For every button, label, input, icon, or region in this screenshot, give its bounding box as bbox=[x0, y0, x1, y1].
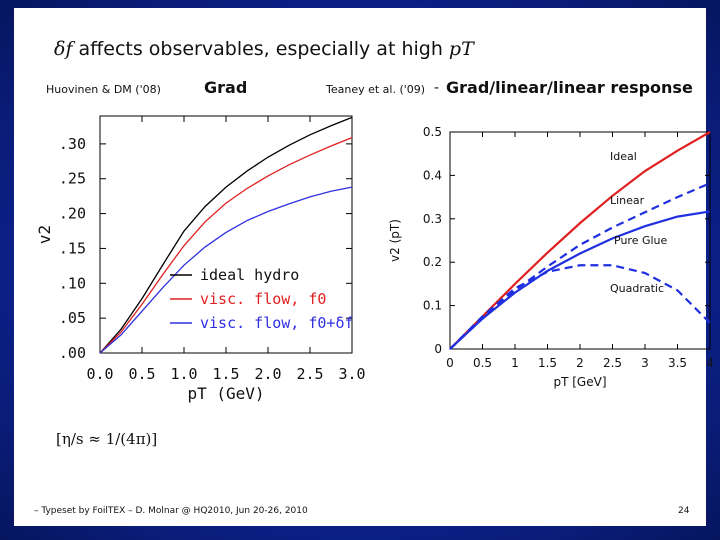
right-plot-frame bbox=[449, 131, 711, 350]
slide: δf affects observables, especially at hi… bbox=[14, 8, 714, 526]
right-x-tick-label: 1 bbox=[511, 356, 519, 370]
right-series-line-3 bbox=[449, 264, 711, 350]
left-x-tick-label: 2.0 bbox=[254, 365, 281, 383]
page-number: 24 bbox=[678, 506, 690, 516]
left-y-tick-label: .30 bbox=[59, 135, 86, 153]
right-x-tick-label: 0 bbox=[446, 356, 454, 370]
left-series-line-2 bbox=[99, 186, 353, 354]
right-x-tick-label: 0.5 bbox=[473, 356, 492, 370]
right-series-label-3: Quadratic bbox=[610, 282, 664, 295]
right-y-tick-label: 0.1 bbox=[423, 299, 442, 313]
right-source: Teaney et al. ('09) bbox=[326, 83, 426, 96]
right-x-tick-label: 2 bbox=[576, 356, 584, 370]
left-y-axis-label: v2 bbox=[35, 225, 54, 244]
right-x-axis-label: pT [GeV] bbox=[553, 375, 606, 389]
left-method: Grad bbox=[204, 78, 248, 97]
left-x-tick-label: 3.0 bbox=[338, 365, 365, 383]
right-y-tick-label: 0.4 bbox=[423, 168, 442, 182]
title-pt: pT bbox=[448, 38, 474, 60]
left-legend-label-1: visc. flow, f0 bbox=[200, 290, 326, 308]
left-chart: 0.0 0.5 1.0 1.5 2.0 2.5 3.0 .00 .05 .10 .15 .20 .25.… bbox=[35, 115, 366, 403]
left-legend-label-0: ideal hydro bbox=[200, 266, 299, 284]
left-y-tick-label: .25 bbox=[59, 170, 86, 188]
left-y-tick-label: .10 bbox=[59, 274, 86, 292]
right-x-tick-label: 4 bbox=[706, 356, 714, 370]
left-x-tick-label: 0.0 bbox=[86, 365, 113, 383]
right-series-label-1: Linear bbox=[610, 194, 645, 207]
footer: – Typeset by FoilTEX – D. Molnar @ HQ201… bbox=[34, 506, 308, 516]
title-text: affects observables, especially at high bbox=[72, 38, 449, 60]
right-y-tick-label: 0.3 bbox=[423, 212, 442, 226]
left-x-tick-label: 2.5 bbox=[296, 365, 323, 383]
right-chart: 0 0.5 1 1.5 2 2.5 3 3.5 4 0 0.1 0.2 0.3 0.4 0.5 pT [GeV… bbox=[388, 125, 714, 389]
title-delta-f: δf bbox=[54, 38, 73, 60]
left-source: Huovinen & DM ('08) bbox=[46, 83, 161, 96]
right-y-tick-label: 0.2 bbox=[423, 255, 442, 269]
left-series-line-0 bbox=[99, 116, 353, 354]
left-y-tick-label: .00 bbox=[59, 344, 86, 362]
left-y-tick-label: .15 bbox=[59, 239, 86, 257]
right-series-label-2: Pure Glue bbox=[614, 234, 668, 247]
right-x-tick-label: 3.5 bbox=[668, 356, 687, 370]
right-x-tick-label: 2.5 bbox=[603, 356, 622, 370]
left-y-tick-label: .05 bbox=[59, 309, 86, 327]
right-method: Grad/linear/linear response bbox=[446, 78, 693, 97]
left-series-line-1 bbox=[99, 137, 353, 354]
left-x-tick-label: 1.5 bbox=[212, 365, 239, 383]
left-x-axis-label: pT (GeV) bbox=[187, 384, 264, 403]
right-y-tick-label: 0 bbox=[434, 342, 442, 356]
right-series-line-0 bbox=[449, 131, 711, 350]
left-legend-label-2: visc. flow, f0+δf bbox=[200, 314, 354, 332]
slide-title: δf affects observables, especially at hi… bbox=[54, 38, 474, 60]
left-y-tick-label: .20 bbox=[59, 205, 86, 223]
right-series-label-0: Ideal bbox=[610, 150, 637, 163]
left-x-tick-label: 1.0 bbox=[170, 365, 197, 383]
left-x-tick-label: 0.5 bbox=[128, 365, 155, 383]
right-separator: - bbox=[434, 80, 440, 96]
right-y-tick-label: 0.5 bbox=[423, 125, 442, 139]
right-y-axis-label: v2 (pT) bbox=[388, 219, 402, 262]
right-x-tick-label: 1.5 bbox=[538, 356, 557, 370]
eta-over-s-note: [η/s ≈ 1/(4π)] bbox=[56, 430, 158, 448]
right-x-tick-label: 3 bbox=[641, 356, 649, 370]
right-series-line-2 bbox=[449, 210, 711, 350]
